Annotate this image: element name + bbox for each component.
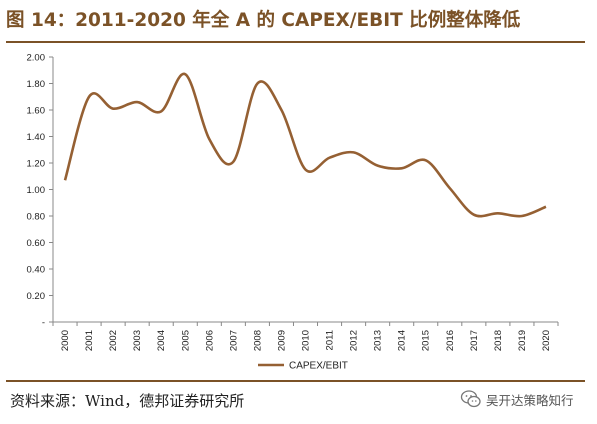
chart-series (63, 72, 547, 218)
x-tick-label: 2019 (517, 330, 528, 351)
x-tick-label: 2011 (325, 330, 336, 350)
y-tick-label: 1.20 (27, 159, 46, 170)
x-tick-label: 2007 (228, 330, 239, 351)
footer-divider (6, 380, 585, 382)
x-tick-label: 2004 (156, 330, 167, 351)
x-tick-label: 2015 (421, 330, 432, 351)
wechat-icon (460, 390, 481, 408)
x-tick-label: 2006 (204, 330, 215, 351)
x-axis-ticks: 2000 2001 2002 2003 2004 2005 2006 2007 2008 2009… (52, 322, 559, 351)
watermark: 吴开达策略知行 (460, 385, 595, 413)
chart-legend: CAPEX/EBIT (258, 361, 348, 372)
x-tick-label: 2020 (541, 330, 552, 351)
x-tick-label: 2002 (108, 330, 119, 351)
x-tick-label: 2009 (276, 330, 287, 351)
x-tick-label: 2001 (84, 330, 95, 351)
y-tick-label: 1.40 (27, 132, 46, 143)
x-tick-label: 2000 (60, 330, 71, 351)
source-note: 资料来源：Wind，德邦证券研究所 (10, 392, 245, 410)
y-tick-label: 0.60 (27, 238, 46, 249)
y-tick-label: 0.80 (27, 212, 46, 223)
y-tick-label: 1.80 (27, 79, 46, 90)
x-tick-label: 2017 (469, 330, 480, 351)
series-line-capex-ebit (63, 72, 547, 218)
x-tick-label: 2013 (373, 330, 384, 351)
y-axis-ticks: 2.00 1.80 1.60 1.40 1.20 1.00 0.80 0.60 0.40 0.20… (27, 53, 53, 329)
chart-axes (52, 57, 558, 323)
y-tick-label: - (42, 318, 45, 329)
y-tick-label: 0.20 (27, 291, 46, 302)
x-tick-label: 2010 (301, 330, 312, 351)
watermark-text: 吴开达策略知行 (486, 392, 574, 408)
y-tick-label: 1.60 (27, 106, 46, 117)
x-tick-label: 2016 (445, 330, 456, 351)
x-tick-label: 2018 (493, 330, 504, 351)
figure-title: 图 14：2011-2020 年全 A 的 CAPEX/EBIT 比例整体降低 (6, 10, 521, 31)
y-tick-label: 0.40 (27, 265, 46, 276)
x-tick-label: 2014 (397, 330, 408, 351)
y-tick-label: 2.00 (27, 53, 46, 64)
y-tick-label: 1.00 (27, 185, 46, 196)
x-tick-label: 2008 (252, 330, 263, 351)
x-tick-label: 2003 (132, 330, 143, 351)
legend-label: CAPEX/EBIT (289, 361, 348, 372)
title-divider (6, 41, 585, 43)
x-tick-label: 2012 (349, 330, 360, 351)
x-tick-label: 2005 (180, 330, 191, 351)
